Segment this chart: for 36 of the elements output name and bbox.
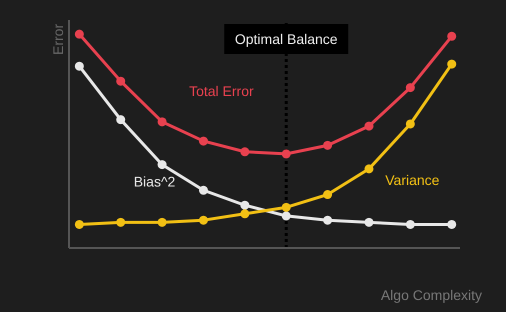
series-label: Variance (385, 172, 440, 188)
point (116, 76, 126, 86)
y-axis-title: Error (50, 24, 66, 55)
series-label: Bias^2 (134, 174, 176, 190)
point (74, 220, 84, 229)
point (364, 164, 374, 174)
point (282, 149, 291, 158)
point (406, 220, 415, 229)
point (116, 115, 126, 124)
text: Total Error (189, 82, 254, 99)
point (282, 202, 291, 212)
point (240, 147, 250, 156)
point (406, 119, 415, 128)
point (447, 220, 456, 229)
point (406, 83, 415, 92)
point (198, 186, 208, 195)
point (158, 218, 167, 227)
point (364, 218, 374, 227)
point (323, 140, 332, 150)
point (240, 209, 250, 218)
point (198, 216, 208, 225)
point (158, 160, 167, 170)
point (323, 216, 332, 225)
point (116, 218, 126, 227)
point (364, 122, 374, 131)
x-axis-title: Algo Complexity (380, 287, 482, 303)
point (198, 136, 208, 146)
point (447, 32, 456, 41)
point (447, 60, 456, 69)
point (240, 200, 250, 210)
point (74, 62, 84, 71)
point (323, 190, 332, 200)
point (74, 30, 84, 39)
point (282, 211, 291, 220)
annotation: Optimal Balance (234, 31, 338, 47)
point (158, 117, 167, 126)
